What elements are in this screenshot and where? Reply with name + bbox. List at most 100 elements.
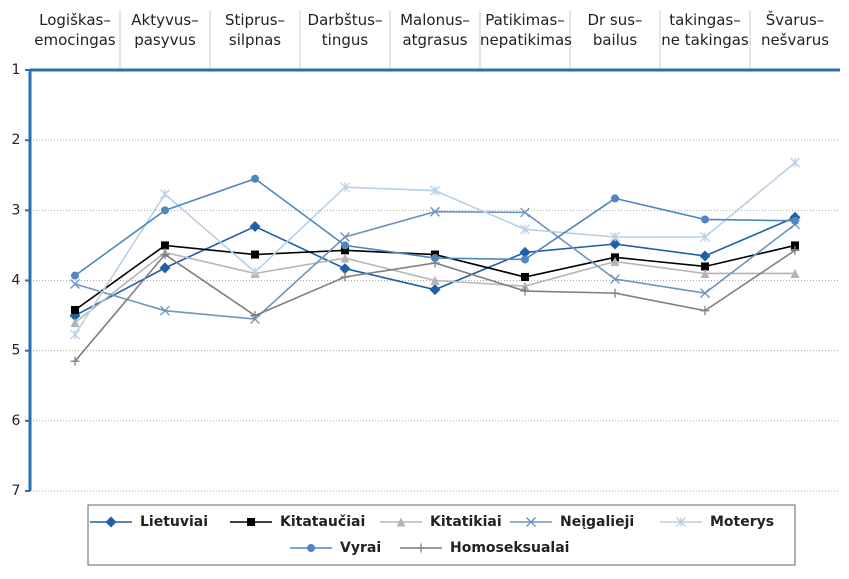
y-tick-label: 4 bbox=[12, 273, 21, 289]
marker bbox=[429, 284, 441, 296]
marker bbox=[416, 543, 426, 553]
marker-shape bbox=[430, 276, 440, 285]
marker bbox=[430, 276, 440, 285]
marker bbox=[249, 220, 261, 232]
legend-label: Vyrai bbox=[340, 540, 381, 556]
marker bbox=[790, 157, 800, 168]
marker bbox=[790, 245, 800, 255]
marker bbox=[250, 311, 260, 321]
marker bbox=[610, 257, 620, 267]
category-label: Stiprus– silpnas bbox=[224, 11, 286, 49]
marker bbox=[105, 516, 117, 528]
marker-shape bbox=[699, 250, 711, 262]
marker-shape bbox=[249, 220, 261, 232]
marker-shape bbox=[521, 272, 529, 281]
marker-shape bbox=[396, 517, 406, 527]
marker bbox=[70, 329, 80, 340]
y-tick-label: 6 bbox=[12, 413, 21, 429]
y-tick-label: 1 bbox=[12, 62, 21, 78]
marker bbox=[700, 288, 710, 299]
category-label: Dr sus– bailus bbox=[587, 11, 643, 49]
marker-shape bbox=[520, 207, 530, 218]
marker-shape bbox=[700, 288, 710, 299]
marker bbox=[520, 281, 530, 291]
marker bbox=[307, 544, 315, 552]
marker bbox=[70, 318, 80, 328]
marker bbox=[610, 232, 620, 242]
marker-shape bbox=[791, 241, 799, 250]
marker-shape bbox=[519, 246, 531, 258]
marker-shape bbox=[610, 274, 620, 285]
category-label: Malonus– atgrasus bbox=[400, 11, 470, 49]
marker-shape bbox=[701, 215, 709, 224]
marker bbox=[339, 263, 351, 275]
marker bbox=[699, 250, 711, 262]
marker bbox=[519, 246, 531, 258]
marker-shape bbox=[791, 216, 799, 225]
marker bbox=[161, 241, 169, 250]
marker-shape bbox=[340, 253, 350, 263]
marker bbox=[676, 517, 686, 527]
marker bbox=[160, 189, 170, 200]
marker bbox=[791, 241, 799, 250]
marker-shape bbox=[341, 246, 349, 255]
marker bbox=[790, 268, 800, 278]
marker bbox=[610, 288, 620, 298]
marker-shape bbox=[307, 544, 315, 552]
marker bbox=[70, 279, 80, 289]
marker-shape bbox=[71, 271, 79, 280]
marker bbox=[340, 232, 350, 242]
category-label: Patikimas– nepatikimas bbox=[480, 11, 572, 49]
marker-shape bbox=[339, 263, 351, 275]
marker bbox=[340, 182, 350, 193]
marker bbox=[70, 356, 80, 366]
marker-shape bbox=[610, 257, 620, 267]
marker bbox=[161, 206, 169, 215]
marker bbox=[431, 254, 439, 263]
marker bbox=[159, 262, 171, 274]
marker bbox=[340, 253, 350, 263]
marker bbox=[521, 255, 529, 264]
y-tick-label: 5 bbox=[12, 343, 21, 359]
marker bbox=[71, 271, 79, 280]
category-label: Aktyvus– pasyvus bbox=[131, 11, 199, 49]
marker-shape bbox=[71, 305, 79, 314]
legend-label: Kitataučiai bbox=[280, 514, 365, 530]
marker bbox=[340, 272, 350, 282]
marker-shape bbox=[431, 254, 439, 263]
legend-label: Homoseksualai bbox=[450, 540, 569, 556]
y-tick-label: 2 bbox=[12, 132, 21, 148]
marker bbox=[160, 305, 170, 316]
marker bbox=[610, 274, 620, 285]
marker bbox=[341, 241, 349, 250]
marker bbox=[247, 518, 255, 526]
marker bbox=[396, 517, 406, 527]
marker-shape bbox=[430, 206, 440, 217]
marker-shape bbox=[520, 281, 530, 291]
marker-shape bbox=[521, 255, 529, 264]
y-tick-label: 7 bbox=[12, 483, 21, 499]
marker bbox=[250, 267, 260, 278]
marker-shape bbox=[160, 305, 170, 316]
marker bbox=[520, 224, 530, 235]
marker-shape bbox=[700, 268, 710, 278]
marker-shape bbox=[161, 206, 169, 215]
marker-shape bbox=[340, 232, 350, 242]
marker-shape bbox=[611, 194, 619, 203]
legend-box bbox=[87, 504, 796, 566]
category-label: Darbštus– tingus bbox=[307, 11, 383, 49]
marker bbox=[700, 232, 710, 242]
marker bbox=[430, 185, 440, 196]
marker-shape bbox=[159, 262, 171, 274]
marker-shape bbox=[251, 250, 259, 259]
category-label: Švarus– nešvarus bbox=[760, 11, 830, 49]
marker bbox=[701, 262, 709, 271]
marker-shape bbox=[429, 284, 441, 296]
marker bbox=[701, 215, 709, 224]
marker bbox=[521, 272, 529, 281]
marker bbox=[700, 268, 710, 278]
marker-shape bbox=[247, 518, 255, 526]
marker-shape bbox=[701, 262, 709, 271]
